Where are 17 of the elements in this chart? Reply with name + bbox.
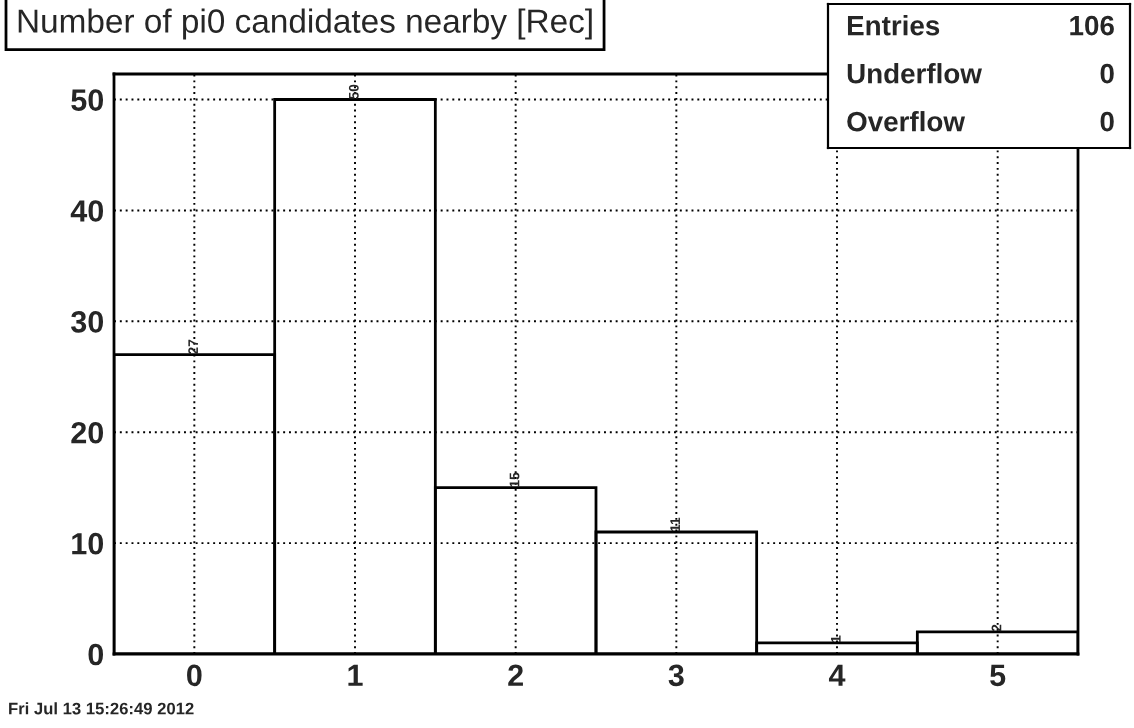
x-tick-label: 2 [508,664,523,686]
y-tick-label: 50 [71,89,104,111]
x-tick-label: 1 [348,664,363,686]
y-tick-label: 0 [88,643,104,666]
text: Fri Jul 13 15:26:49 2012 [9,702,194,715]
chart-title: Number of pi0 candidates nearby [Rec] [18,8,592,40]
y-tick-label: 10 [72,532,104,555]
x-tick-label: 4 [828,664,846,686]
text: Entries 106 [847,15,1114,36]
x-tick-label: 0 [187,664,202,687]
y-tick-label: 20 [71,421,104,444]
y-tick-label: 40 [70,200,104,222]
text: Overflow 0 [847,111,1114,132]
x-tick-label: 3 [668,664,684,687]
x-tick-label: 5 [990,664,1006,687]
y-tick-label: 30 [71,311,104,333]
text: Underflow 0 [847,63,1114,84]
